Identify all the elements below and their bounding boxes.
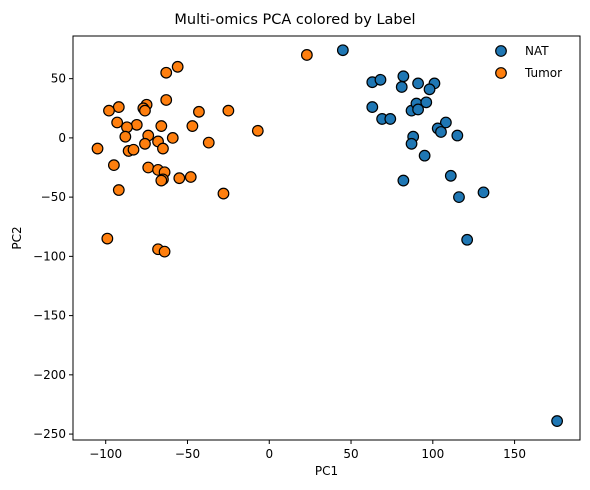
y-axis-label: PC2 — [10, 226, 24, 249]
point-tumor — [173, 172, 186, 185]
data-points — [91, 44, 564, 427]
point-tumor — [202, 136, 215, 149]
point-tumor — [157, 142, 169, 155]
point-tumor — [186, 120, 199, 132]
point-nat — [412, 103, 424, 116]
point-tumor — [160, 66, 173, 79]
y-tick-label: −150 — [33, 309, 66, 323]
point-nat — [405, 137, 418, 150]
point-nat — [435, 126, 447, 138]
point-nat — [461, 233, 474, 246]
point-tumor — [101, 232, 114, 245]
point-tumor — [160, 94, 173, 106]
point-tumor — [155, 174, 168, 187]
legend-label-nat: NAT — [525, 44, 549, 58]
point-nat — [384, 113, 397, 125]
point-nat — [420, 96, 433, 109]
point-tumor — [222, 104, 235, 117]
x-axis-label: PC1 — [315, 464, 338, 478]
point-nat — [444, 169, 457, 182]
point-nat — [366, 101, 379, 113]
x-tick-label: −100 — [89, 447, 122, 461]
point-tumor — [112, 101, 125, 113]
point-tumor — [166, 131, 179, 144]
point-nat — [453, 191, 465, 204]
point-tumor — [155, 120, 168, 132]
point-nat — [439, 116, 452, 129]
point-tumor — [119, 130, 132, 143]
plot-frame — [72, 35, 581, 441]
point-tumor — [193, 105, 205, 118]
point-tumor — [91, 142, 104, 155]
point-tumor — [171, 60, 184, 73]
x-tick-label: 0 — [265, 447, 273, 461]
point-tumor — [217, 187, 230, 200]
legend-label-tumor: Tumor — [524, 66, 562, 80]
x-tick-label: 50 — [343, 447, 358, 461]
point-nat — [395, 81, 408, 93]
point-nat — [397, 70, 410, 83]
point-tumor — [103, 104, 115, 117]
point-tumor — [142, 161, 155, 174]
axis-ticks: −100 −50 0 50 100 150 50 0 −50 −100 −150 −200 −250 — [33, 72, 526, 461]
point-tumor — [121, 121, 133, 134]
chart-title: Multi-omics PCA colored by Label — [174, 12, 415, 28]
point-nat — [418, 149, 431, 162]
point-nat — [551, 415, 564, 427]
point-tumor — [300, 49, 313, 61]
x-tick-label: 150 — [503, 447, 526, 461]
y-tick-label: −50 — [41, 190, 66, 204]
point-tumor — [112, 184, 125, 196]
point-nat — [477, 186, 490, 199]
point-tumor — [130, 118, 143, 131]
point-nat — [374, 73, 387, 86]
point-nat — [423, 83, 436, 96]
point-tumor — [127, 143, 140, 156]
x-tick-label: 100 — [421, 447, 444, 461]
y-tick-label: −200 — [33, 368, 66, 382]
y-tick-label: −100 — [33, 249, 66, 263]
legend-marker-tumor — [495, 67, 507, 79]
legend: NAT Tumor — [495, 44, 562, 80]
y-tick-label: −250 — [33, 427, 66, 441]
point-tumor — [251, 124, 264, 137]
legend-marker-nat — [495, 45, 507, 57]
point-nat — [336, 44, 349, 57]
point-nat — [412, 77, 424, 90]
point-tumor — [184, 171, 197, 183]
point-tumor — [139, 104, 151, 117]
point-tumor — [158, 245, 171, 258]
point-nat — [451, 129, 464, 142]
point-tumor — [107, 159, 120, 172]
y-tick-label: 50 — [51, 72, 66, 86]
x-tick-label: −50 — [175, 447, 200, 461]
y-tick-label: 0 — [58, 131, 66, 145]
point-nat — [397, 174, 410, 187]
point-tumor — [139, 137, 151, 150]
point-tumor — [111, 116, 124, 129]
